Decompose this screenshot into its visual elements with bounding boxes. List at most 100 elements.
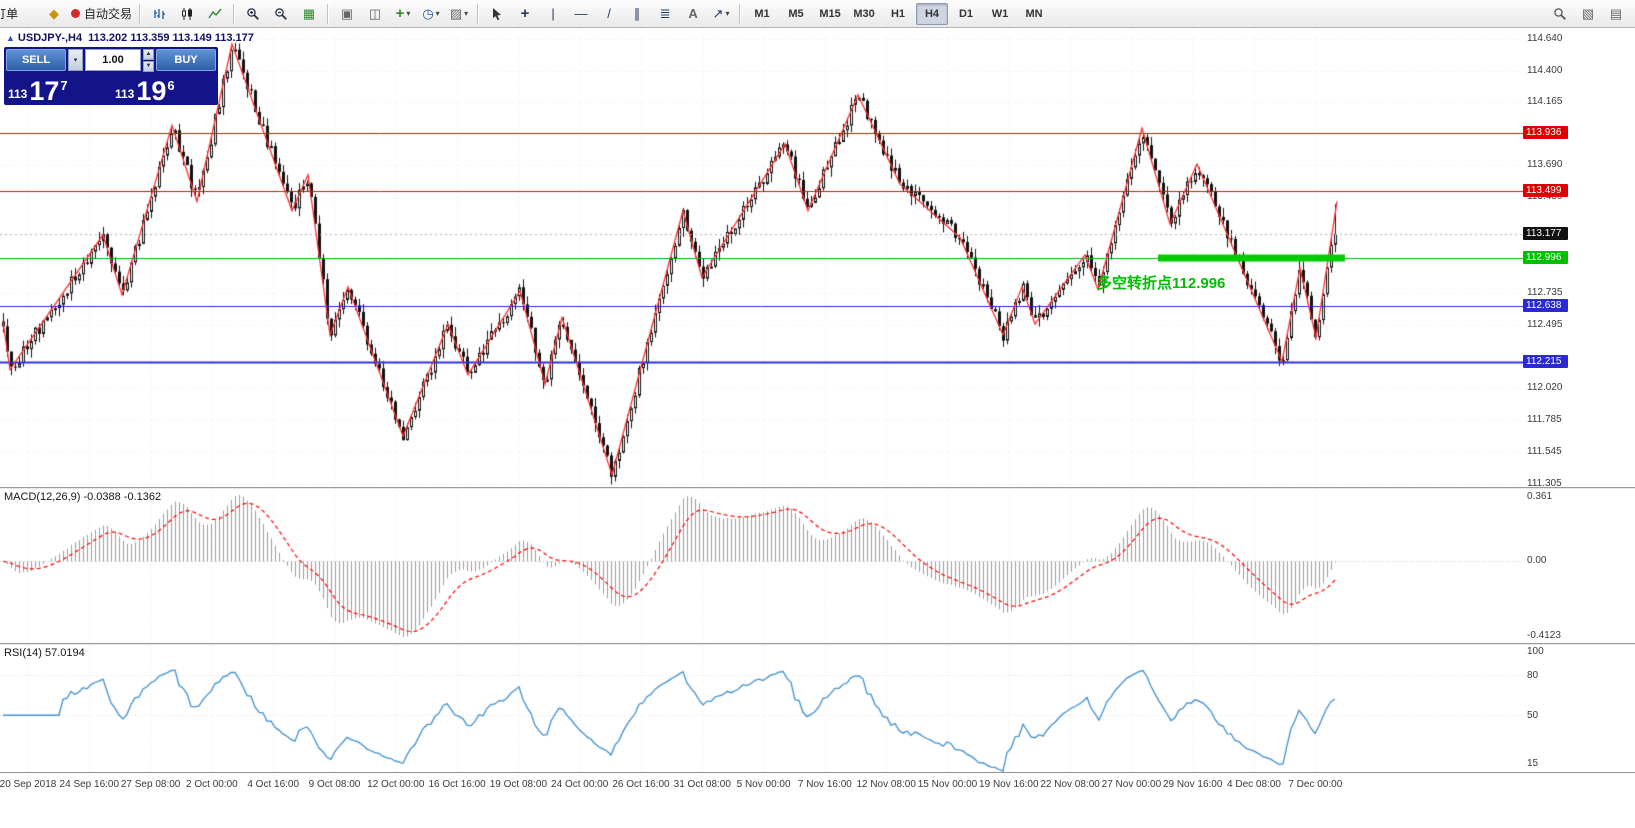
bar-chart-button[interactable] [146, 3, 172, 25]
price-axis-label: 111.785 [1527, 413, 1562, 425]
price-axis-label: 114.400 [1527, 64, 1563, 76]
arrow-objects-button[interactable]: ↗ ▾ [708, 3, 734, 25]
arrow-objects-icon: ↗ [712, 6, 724, 21]
history-center-button[interactable]: ◆ [41, 3, 67, 25]
crosshair-icon: + [520, 5, 530, 22]
zoom-in-button[interactable] [240, 3, 266, 25]
vertical-line-button[interactable]: | [540, 3, 566, 25]
time-axis-label: 27 Sep 08:00 [120, 779, 181, 790]
crosshair-button[interactable]: + [512, 3, 538, 25]
chart-annotation: 多空转折点112.996 [1097, 275, 1226, 292]
buy-price[interactable]: 113 19 6 [115, 76, 175, 106]
rsi-canvas[interactable] [0, 645, 1523, 772]
channel-button[interactable]: ∥ [624, 3, 650, 25]
price-axis-label: 114.640 [1527, 32, 1563, 44]
time-axis-label: 19 Nov 16:00 [979, 779, 1039, 790]
panel-divider[interactable] [0, 487, 1635, 489]
sell-button[interactable]: SELL [6, 49, 66, 71]
timeframe-mn[interactable]: MN [1025, 7, 1043, 20]
sell-price[interactable]: 113 17 7 [8, 76, 68, 106]
timeframe-m5[interactable]: M5 [788, 7, 804, 20]
volume-down-button[interactable]: ▼ [143, 60, 154, 72]
timeframe-m30[interactable]: M30 [853, 7, 875, 20]
new-order-button[interactable]: ▤ 订单 [1, 3, 39, 25]
rsi-axis-label: 50 [1527, 710, 1539, 722]
layout-a-button[interactable]: ▧ [1575, 3, 1601, 25]
macd-axis-label: -0.4123 [1527, 630, 1561, 641]
volume-input[interactable] [85, 49, 141, 71]
time-axis-label: 15 Nov 00:00 [917, 779, 978, 790]
price-axis-label: 112.020 [1527, 382, 1563, 394]
toolbar-separator [139, 3, 142, 24]
price-tag: 112.996 [1523, 251, 1568, 265]
layout-b-icon: ▤ [1609, 6, 1623, 21]
time-axis-label: 2 Oct 00:00 [186, 779, 238, 790]
tile-windows-button[interactable]: ▦ [296, 3, 322, 25]
fibonacci-button[interactable]: ≣ [652, 3, 678, 25]
dropdown-arrow-icon: ▾ [725, 9, 730, 18]
time-axis[interactable]: 20 Sep 2018 24 Sep 16:00 27 Sep 08:00 2 Oct… [0, 772, 1635, 796]
line-chart-button[interactable] [202, 3, 228, 25]
chart-ohlc-values: 113.202 113.359 113.149 113.177 [88, 32, 254, 44]
text-tool-button[interactable]: A [680, 3, 706, 25]
zoom-out-button[interactable] [268, 3, 294, 25]
time-axis-label: 4 Oct 16:00 [247, 779, 300, 790]
cursor-button[interactable] [484, 3, 510, 25]
timeframe-h1[interactable]: H1 [890, 7, 906, 20]
timeframe-m1[interactable]: M1 [754, 7, 770, 20]
toolbar-separator [477, 3, 480, 24]
toolbar-separator [233, 3, 236, 24]
price-tag: 112.638 [1523, 298, 1568, 312]
trendline-icon: / [607, 6, 611, 21]
history-icon: ◆ [49, 6, 59, 21]
time-axis-label: 27 Nov 00:00 [1101, 779, 1162, 790]
price-axis-label: 112.495 [1527, 318, 1563, 330]
tile-horizontal-button[interactable]: ◫ [362, 3, 388, 25]
price-chart-canvas[interactable] [0, 28, 1523, 487]
time-axis-label: 7 Nov 16:00 [797, 779, 852, 790]
text-tool-icon: A [688, 6, 698, 21]
volume-up-button[interactable]: ▲ [143, 48, 154, 60]
channel-icon: ∥ [633, 6, 641, 21]
timeframe-w1[interactable]: W1 [991, 7, 1009, 20]
time-axis-label: 24 Sep 16:00 [59, 779, 120, 790]
cursor-icon [493, 7, 502, 20]
zoom-out-icon [275, 7, 287, 20]
macd-axis-label: 0.00 [1527, 555, 1547, 567]
candlestick-chart-button[interactable] [174, 3, 200, 25]
time-axis-label: 5 Nov 00:00 [736, 779, 791, 790]
chart-symbol: USDJPY-,H4 [17, 32, 83, 44]
macd-canvas[interactable] [0, 489, 1523, 643]
macd-axis: 0.361 0.00 -0.4123 [1523, 489, 1635, 643]
toolbar-separator [327, 3, 330, 24]
macd-panel: MACD(12,26,9) -0.0388 -0.1362 0.361 0.00 -… [0, 489, 1635, 643]
autotrading-icon [71, 9, 80, 18]
templates-button[interactable]: ▨ ▾ [446, 3, 472, 25]
timeframe-m15[interactable]: M15 [819, 7, 841, 20]
timeframe-d1[interactable]: D1 [958, 7, 974, 20]
autotrading-button[interactable]: 自动交易 [69, 3, 134, 25]
layout-b-button[interactable]: ▤ [1603, 3, 1629, 25]
volume-dropdown[interactable]: ▾ [68, 49, 83, 71]
tile-horizontal-icon: ◫ [368, 6, 382, 21]
timeframe-h4[interactable]: H4 [916, 2, 949, 25]
price-axis[interactable]: ▲ 114.640114.400114.165113.690113.450112… [1523, 28, 1635, 489]
price-chart-panel: ▲ 114.640 114.400 114.165 113.690 113.450 112… [0, 28, 1635, 489]
autotrading-label: 自动交易 [84, 7, 133, 21]
timeframe-group: M1 M5 M15 M30 H1 H4 D1 W1 MN [745, 2, 1051, 25]
price-tag: 112.215 [1523, 355, 1568, 369]
price-tag: 113.499 [1523, 183, 1568, 197]
price-axis-label: 113.690 [1527, 159, 1563, 171]
trendline-button[interactable]: / [596, 3, 622, 25]
fibonacci-icon: ≣ [659, 6, 671, 21]
buy-button[interactable]: BUY [156, 49, 216, 71]
horizontal-line-button[interactable]: — [568, 3, 594, 25]
periods-button[interactable]: ◷ ▾ [418, 3, 444, 25]
time-axis-label: 29 Nov 16:00 [1162, 779, 1223, 790]
add-indicator-button[interactable]: + ▾ [390, 3, 416, 25]
search-button[interactable] [1547, 3, 1573, 25]
panel-divider[interactable] [0, 643, 1635, 645]
cascade-windows-button[interactable]: ▣ [334, 3, 360, 25]
time-axis-label: 9 Oct 08:00 [308, 779, 361, 790]
